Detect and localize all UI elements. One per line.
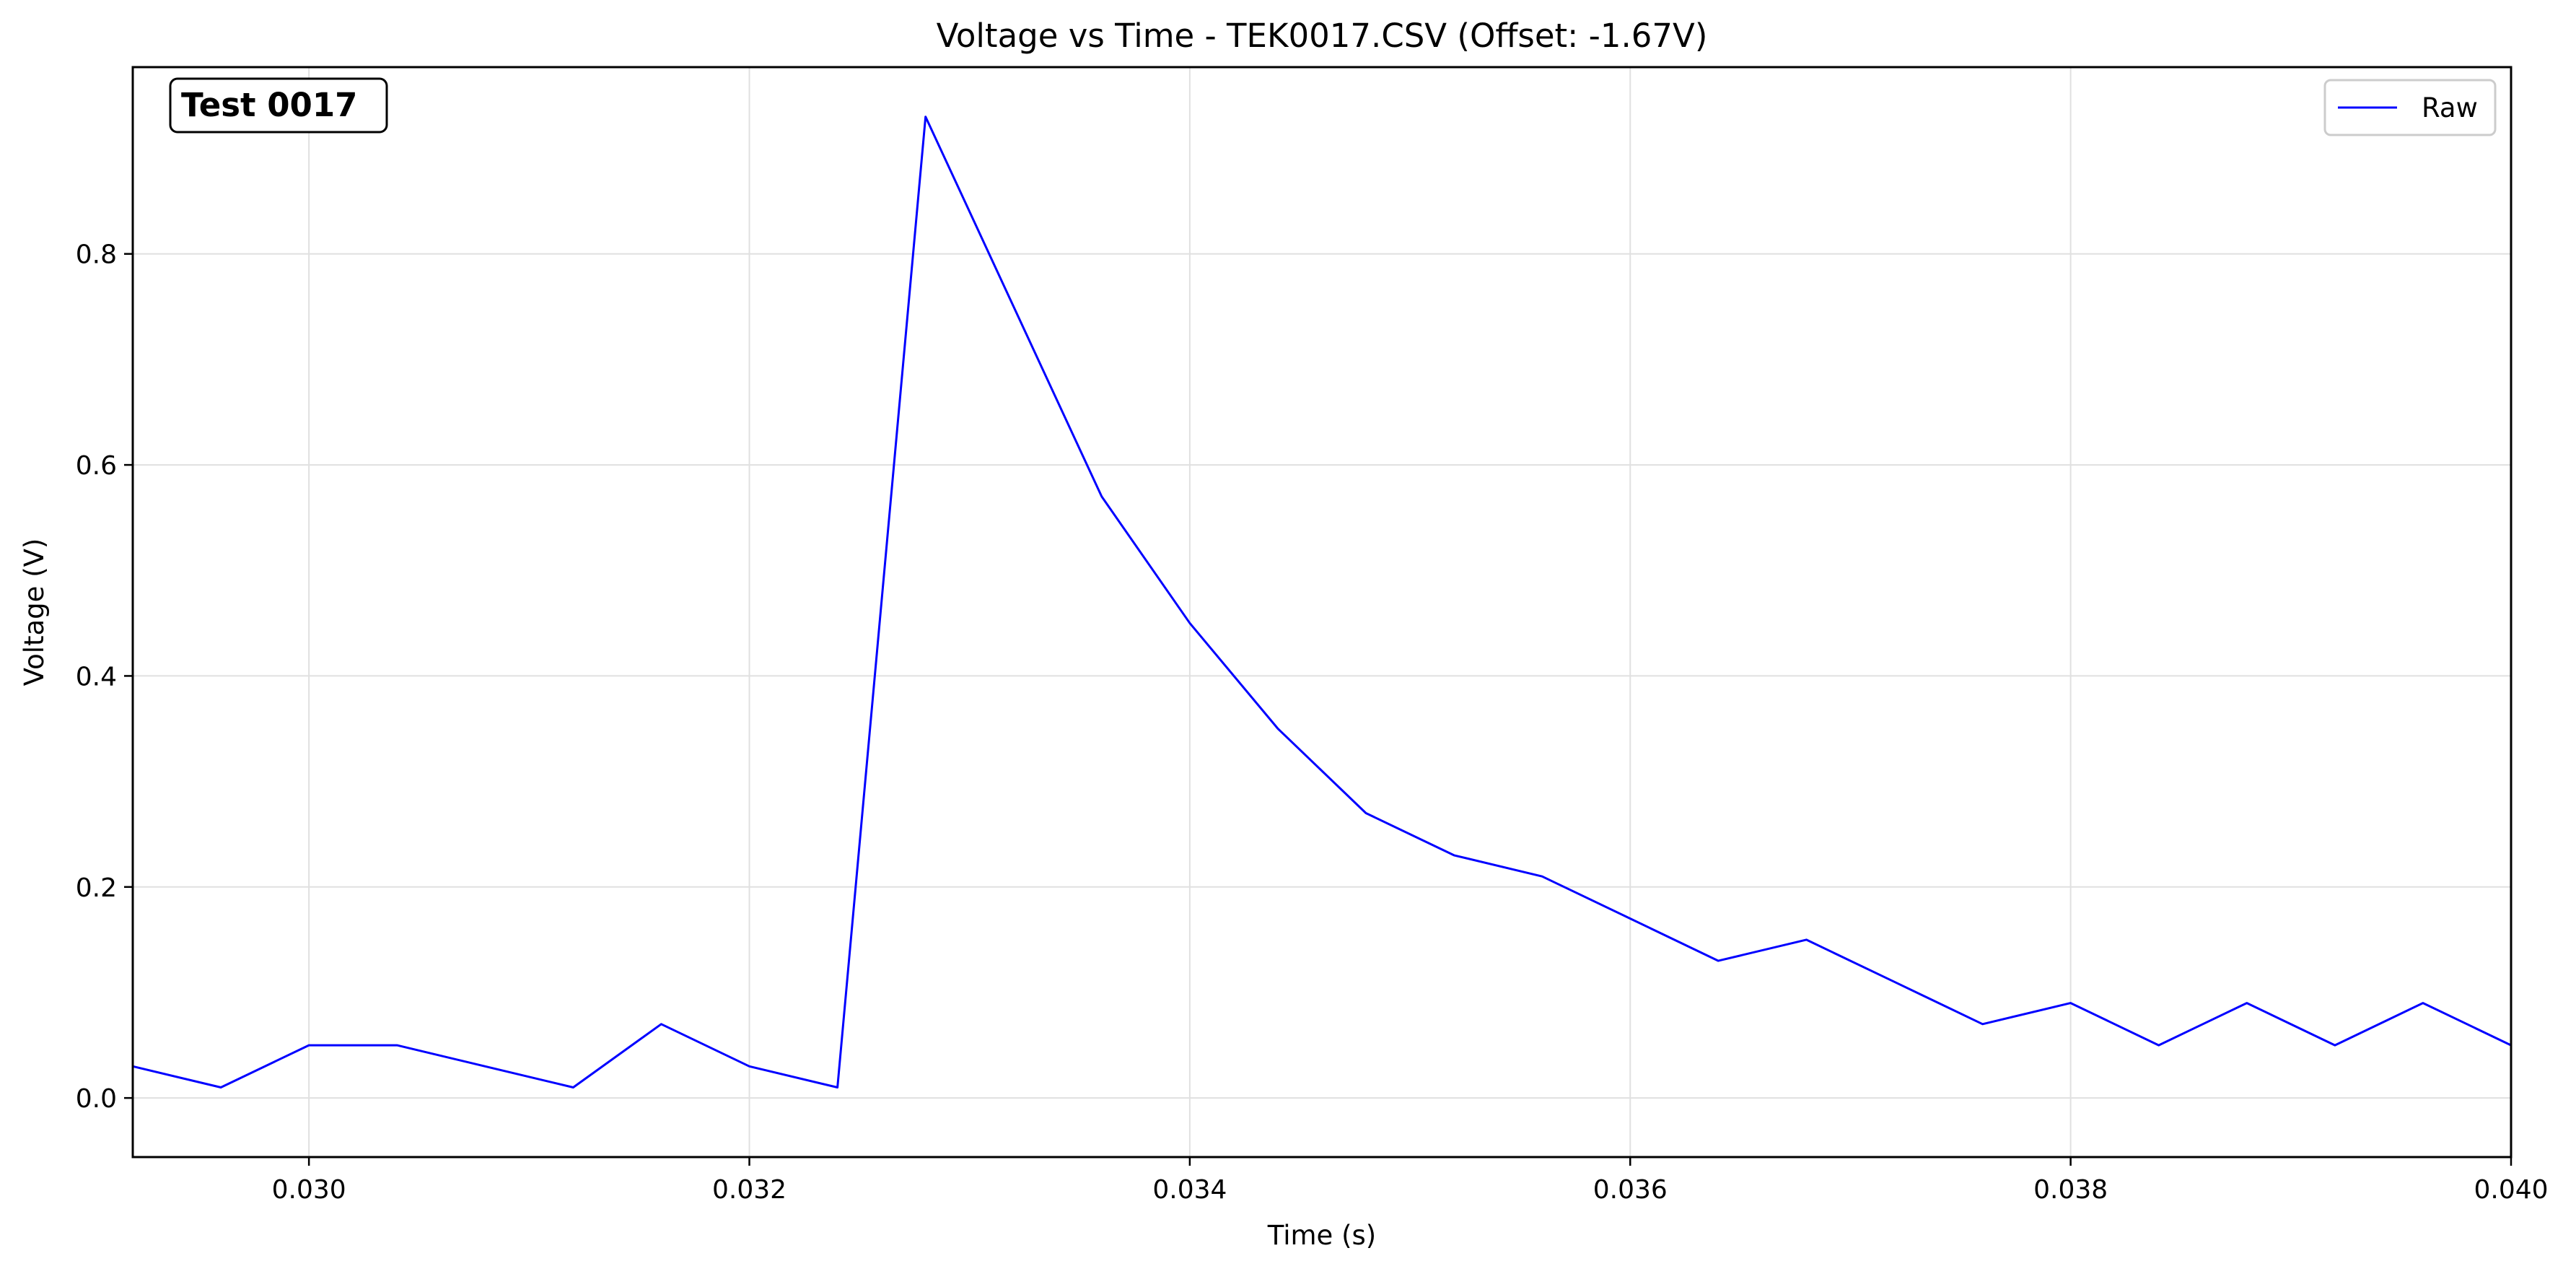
y-tick-label: 0.2 [76,873,117,903]
annotation-frame [169,77,388,134]
x-tick-label: 0.034 [1152,1175,1227,1205]
x-axis-label: Time (s) [1267,1220,1376,1251]
chart-title: Voltage vs Time - TEK0017.CSV (Offset: -… [937,17,1708,55]
legend: Raw [2323,79,2497,136]
annotation-label: Test 0017 [181,86,357,124]
y-tick-label: 0.6 [76,451,117,481]
ticks: 0.030 0.032 0.034 0.036 0.038 0.040 0.0 0.2 0.4 0… [76,240,2549,1205]
plot-area [132,115,2512,1088]
x-tick-label: 0.032 [712,1175,787,1205]
legend-label-raw: Raw [2422,92,2478,123]
axes-frame [131,66,2513,1159]
x-tick-label: 0.038 [2033,1175,2108,1205]
series-line-raw [132,115,2512,1088]
legend-frame [2323,79,2497,136]
x-tick-label: 0.030 [272,1175,346,1205]
y-tick-label: 0.8 [76,240,117,270]
y-axis-label: Voltage (V) [19,538,50,686]
y-tick-label: 0.0 [76,1084,117,1114]
x-tick-label: 0.036 [1593,1175,1668,1205]
y-tick-label: 0.4 [76,662,117,691]
annotation-box: Test 0017 [169,77,388,134]
x-tick-label: 0.040 [2474,1175,2548,1205]
